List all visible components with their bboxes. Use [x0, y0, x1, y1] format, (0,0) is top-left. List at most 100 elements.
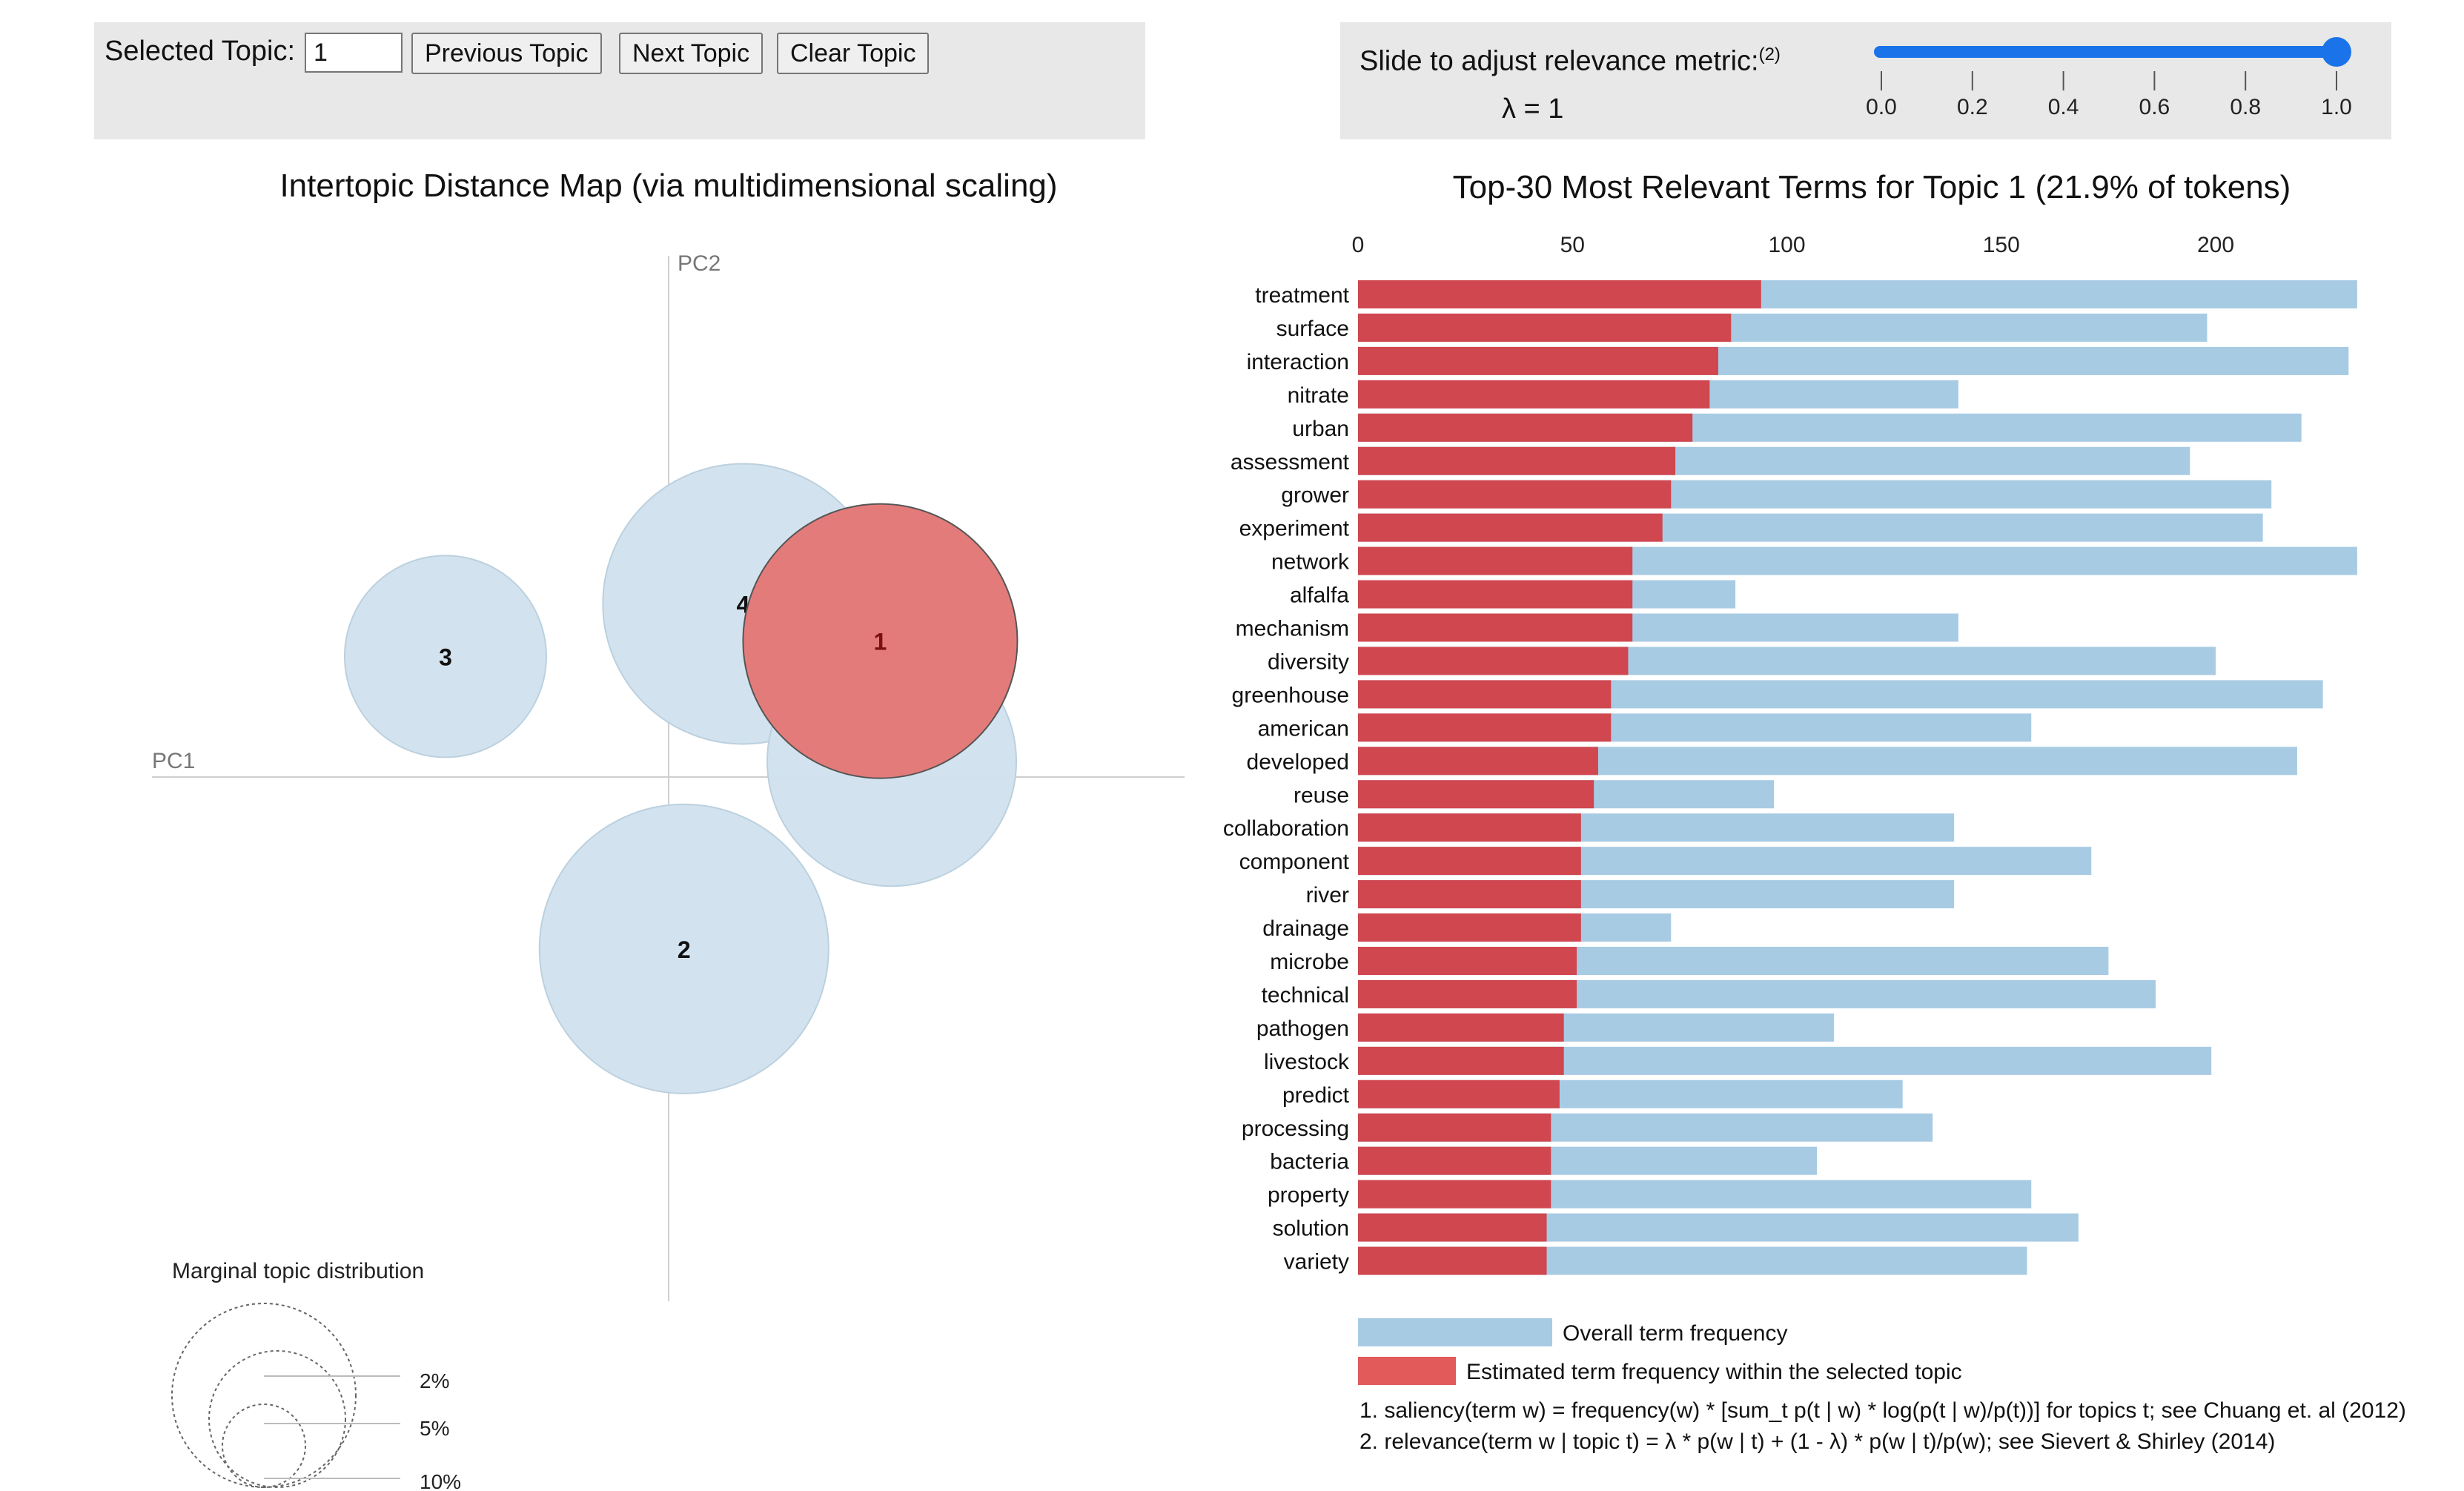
next-topic-button[interactable]: Next Topic [619, 33, 764, 74]
term-label[interactable]: alfalfa [1290, 583, 1349, 608]
bar-x-tick-label: 0 [1352, 233, 1365, 257]
slider-track[interactable] [1874, 46, 2344, 58]
bar-topic-greenhouse[interactable] [1358, 680, 1612, 709]
slider-tick-label: 0.2 [1957, 95, 1988, 119]
legend-label-topic: Estimated term frequency within the sele… [1466, 1360, 1962, 1384]
bar-topic-developed[interactable] [1358, 747, 1598, 776]
slider-tick-label: 0.0 [1866, 95, 1897, 119]
topic-label-2: 2 [678, 936, 691, 963]
term-label[interactable]: technical [1262, 983, 1349, 1008]
bar-topic-livestock[interactable] [1358, 1046, 1564, 1075]
bar-topic-alfalfa[interactable] [1358, 580, 1633, 609]
bar-topic-urban[interactable] [1358, 413, 1693, 442]
marginal-circle [171, 1303, 357, 1488]
term-label[interactable]: mechanism [1236, 617, 1349, 641]
bar-topic-property[interactable] [1358, 1180, 1551, 1209]
footnote-relevance: 2. relevance(term w | topic t) = λ * p(w… [1359, 1429, 2276, 1454]
legend-swatch-topic [1358, 1357, 1456, 1385]
bar-topic-river[interactable] [1358, 880, 1581, 909]
topic-circle-2[interactable] [538, 803, 829, 1094]
bar-topic-surface[interactable] [1358, 313, 1732, 342]
relevance-slider-label: Slide to adjust relevance metric:(2) [1359, 44, 1781, 77]
term-label[interactable]: reuse [1294, 783, 1349, 807]
term-label[interactable]: diversity [1268, 649, 1349, 674]
term-label[interactable]: river [1306, 883, 1349, 908]
legend-swatch-overall [1358, 1318, 1552, 1346]
term-label[interactable]: nitrate [1288, 383, 1349, 408]
topic-circle-1[interactable] [742, 503, 1019, 779]
topic-label-3: 3 [439, 644, 452, 670]
bar-topic-experiment[interactable] [1358, 513, 1663, 542]
bar-x-tick-label: 200 [2197, 233, 2234, 257]
slider-handle[interactable] [2322, 37, 2351, 67]
bar-topic-predict[interactable] [1358, 1080, 1560, 1108]
term-label[interactable]: greenhouse [1232, 683, 1349, 707]
term-label[interactable]: microbe [1270, 950, 1349, 974]
bar-topic-component[interactable] [1358, 847, 1581, 876]
bar-topic-solution[interactable] [1358, 1213, 1547, 1242]
intertopic-distance-map[interactable]: PC1PC223451Marginal topic distribution2%… [0, 0, 1231, 1491]
selected-topic-label: Selected Topic: [105, 36, 296, 67]
bar-topic-assessment[interactable] [1358, 446, 1676, 475]
term-label[interactable]: collaboration [1223, 816, 1349, 841]
bar-topic-pathogen[interactable] [1358, 1013, 1564, 1042]
bar-topic-treatment[interactable] [1358, 280, 1761, 308]
clear-topic-button[interactable]: Clear Topic [777, 33, 930, 74]
term-label[interactable]: urban [1292, 417, 1349, 441]
bar-topic-processing[interactable] [1358, 1113, 1551, 1142]
term-label[interactable]: predict [1282, 1083, 1350, 1108]
topic-circle-3[interactable] [343, 555, 547, 758]
term-label[interactable]: solution [1273, 1217, 1349, 1241]
term-label[interactable]: property [1268, 1183, 1349, 1208]
marginal-label: 5% [420, 1417, 449, 1440]
term-label[interactable]: grower [1281, 483, 1349, 508]
bar-topic-technical[interactable] [1358, 979, 1577, 1008]
term-label[interactable]: network [1271, 550, 1350, 575]
term-label[interactable]: component [1239, 850, 1350, 874]
term-label[interactable]: livestock [1264, 1050, 1350, 1074]
bar-topic-mechanism[interactable] [1358, 613, 1633, 642]
term-label[interactable]: american [1258, 716, 1349, 741]
bar-x-tick-label: 100 [1768, 233, 1805, 257]
bar-topic-bacteria[interactable] [1358, 1146, 1551, 1175]
term-label[interactable]: interaction [1247, 350, 1349, 374]
term-label[interactable]: processing [1242, 1117, 1349, 1141]
term-label[interactable]: surface [1276, 317, 1349, 341]
bar-topic-grower[interactable] [1358, 480, 1672, 509]
term-label[interactable]: experiment [1239, 517, 1350, 541]
term-label[interactable]: treatment [1255, 283, 1349, 308]
term-label[interactable]: bacteria [1270, 1150, 1349, 1174]
selected-topic-input[interactable] [305, 33, 403, 73]
lambda-readout: λ = 1 [1502, 93, 1564, 125]
bar-topic-variety[interactable] [1358, 1246, 1547, 1275]
term-label[interactable]: developed [1247, 750, 1349, 774]
bar-topic-microbe[interactable] [1358, 947, 1577, 975]
slider-tick-label: 0.8 [2230, 95, 2261, 119]
bar-topic-collaboration[interactable] [1358, 813, 1581, 842]
slider-tick-label: 0.4 [2048, 95, 2079, 119]
bar-topic-interaction[interactable] [1358, 346, 1718, 375]
pc2-axis-label: PC2 [678, 251, 721, 276]
bar-topic-american[interactable] [1358, 713, 1612, 742]
bar-topic-network[interactable] [1358, 546, 1633, 575]
relevance-slider[interactable]: 0.0 0.2 0.4 0.6 0.8 1.0 [1340, 22, 2391, 139]
relevance-slider-panel: Slide to adjust relevance metric:(2) λ =… [1340, 22, 2391, 139]
topic-control-panel: Selected Topic: Previous Topic Next Topi… [94, 22, 1145, 139]
marginal-circle [208, 1350, 346, 1488]
bar-topic-drainage[interactable] [1358, 913, 1581, 942]
bar-topic-nitrate[interactable] [1358, 380, 1710, 409]
marginal-circle [222, 1404, 306, 1488]
term-label[interactable]: pathogen [1256, 1016, 1349, 1041]
marginal-label: 10% [420, 1470, 461, 1491]
bar-topic-diversity[interactable] [1358, 647, 1629, 675]
term-label[interactable]: drainage [1262, 916, 1349, 941]
previous-topic-button[interactable]: Previous Topic [411, 33, 602, 74]
bar-topic-reuse[interactable] [1358, 780, 1594, 809]
term-bar-chart-title: Top-30 Most Relevant Terms for Topic 1 (… [1452, 169, 2291, 205]
term-label[interactable]: assessment [1231, 450, 1350, 475]
pc1-axis-label: PC1 [152, 749, 195, 773]
bar-x-tick-label: 150 [1983, 233, 2020, 257]
term-label[interactable]: variety [1284, 1250, 1349, 1275]
marginal-distribution-title: Marginal topic distribution [172, 1259, 424, 1283]
